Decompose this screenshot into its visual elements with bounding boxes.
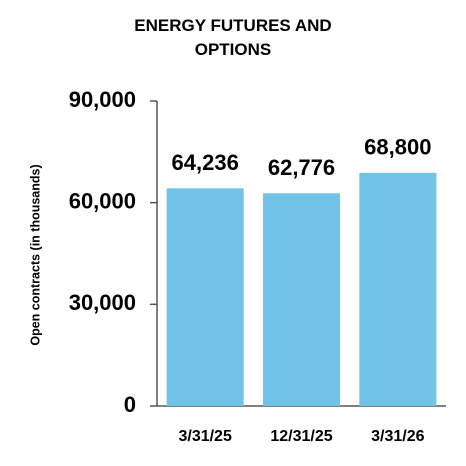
x-tick-label: 3/31/26 bbox=[371, 428, 424, 445]
bar bbox=[166, 188, 244, 406]
y-tick-label: 0 bbox=[124, 392, 136, 417]
y-tick-label: 60,000 bbox=[69, 188, 136, 213]
chart-title: ENERGY FUTURES AND OPTIONS bbox=[134, 16, 332, 59]
y-axis-label: Open contracts (in thousands) bbox=[28, 164, 42, 345]
x-tick-label: 12/31/25 bbox=[270, 428, 332, 445]
bar bbox=[359, 172, 437, 406]
y-tick-label: 90,000 bbox=[69, 87, 136, 112]
x-tick-label: 3/31/25 bbox=[178, 428, 231, 445]
value-label: 62,776 bbox=[268, 155, 335, 180]
bar bbox=[262, 193, 341, 406]
value-label: 68,800 bbox=[364, 135, 431, 160]
y-tick-label: 30,000 bbox=[69, 290, 136, 315]
value-label: 64,236 bbox=[172, 150, 239, 175]
